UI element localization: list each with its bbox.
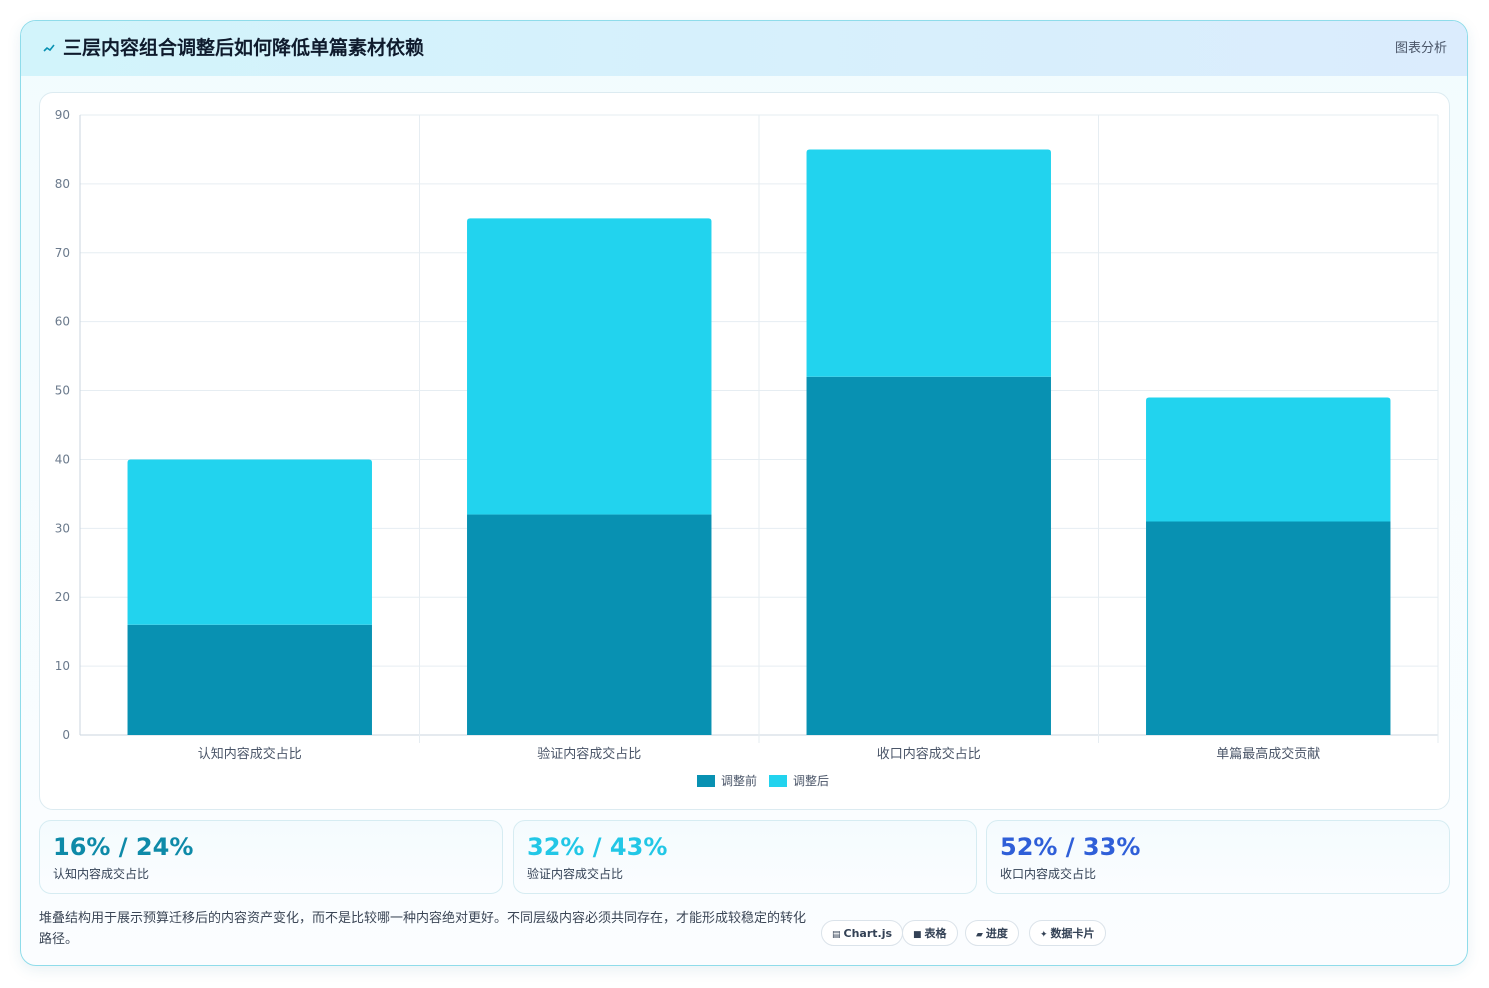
- pill-progress[interactable]: ▰ 进度: [965, 920, 1019, 946]
- legend: 调整前 调整后: [697, 773, 829, 788]
- y-tick-label: 20: [55, 590, 70, 604]
- bar-segment[interactable]: [467, 218, 712, 515]
- axes: 0 10 20 30 40 50 60 70 80 90 认知内容成交占比 验证内容成交占比 收口内容成…: [55, 108, 1321, 762]
- x-tick-label: 收口内容成交占比: [877, 746, 981, 762]
- stat-value: 16% / 24%: [53, 833, 194, 861]
- bar-segment[interactable]: [127, 624, 372, 735]
- bar-segment[interactable]: [1146, 521, 1391, 735]
- y-tick-label: 50: [55, 384, 70, 398]
- stat-value: 32% / 43%: [527, 833, 668, 861]
- pill-data-card[interactable]: ✦ 数据卡片: [1029, 920, 1106, 946]
- progress-icon: ▰: [976, 930, 983, 940]
- card-header: 三层内容组合调整后如何降低单篇素材依赖 图表分析: [21, 21, 1467, 76]
- y-tick-label: 90: [55, 108, 70, 122]
- header-tag: 图表分析: [1394, 41, 1447, 56]
- bars: [127, 149, 1391, 735]
- footnote: 堆叠结构用于展示预算迁移后的内容资产变化，而不是比较哪一种内容绝对更好。不同层级…: [39, 911, 807, 947]
- y-tick-label: 30: [55, 521, 70, 535]
- y-tick-label: 10: [55, 659, 70, 673]
- x-tick-label: 认知内容成交占比: [198, 746, 302, 762]
- pill-table[interactable]: ■ 表格: [902, 920, 958, 946]
- bar-segment[interactable]: [806, 376, 1051, 735]
- x-tick-label: 单篇最高成交贡献: [1216, 746, 1320, 762]
- page-title: 三层内容组合调整后如何降低单篇素材依赖: [63, 37, 425, 59]
- stat-card-closing: 52% / 33% 收口内容成交占比: [986, 820, 1450, 894]
- stat-card-awareness: 16% / 24% 认知内容成交占比: [39, 820, 503, 894]
- y-tick-label: 70: [55, 246, 70, 260]
- y-tick-label: 0: [62, 728, 70, 742]
- legend-label[interactable]: 调整前: [721, 773, 757, 788]
- stat-value: 52% / 33%: [1000, 833, 1141, 861]
- legend-swatch[interactable]: [697, 775, 715, 787]
- stat-card-validation: 32% / 43% 验证内容成交占比: [513, 820, 977, 894]
- stat-label: 验证内容成交占比: [527, 867, 624, 881]
- chart-panel: 0 10 20 30 40 50 60 70 80 90 认知内容成交占比 验证内容成交占比 收口内容成…: [39, 92, 1450, 810]
- bar-segment[interactable]: [1146, 397, 1391, 522]
- bar-segment[interactable]: [127, 459, 372, 625]
- sparkle-icon: ✦: [1040, 930, 1048, 940]
- table-icon: ▤: [832, 930, 841, 940]
- x-tick-label: 验证内容成交占比: [537, 746, 641, 762]
- stacked-bar-chart: 0 10 20 30 40 50 60 70 80 90 认知内容成交占比 验证内容成交占比 收口内容成…: [55, 108, 1439, 788]
- bar-segment[interactable]: [806, 149, 1051, 377]
- y-tick-label: 60: [55, 315, 70, 329]
- pill-chartjs[interactable]: ▤ Chart.js: [821, 920, 904, 946]
- stat-label: 收口内容成交占比: [1000, 867, 1097, 881]
- trend-icon: [43, 44, 55, 52]
- legend-swatch[interactable]: [769, 775, 787, 787]
- chart-card: 三层内容组合调整后如何降低单篇素材依赖 图表分析 0 10 20 30 40 50 60 70…: [20, 20, 1468, 966]
- y-tick-label: 40: [55, 452, 70, 466]
- bar-segment[interactable]: [467, 514, 712, 735]
- grid-icon: ■: [913, 930, 922, 940]
- y-tick-label: 80: [55, 177, 70, 191]
- stat-label: 认知内容成交占比: [53, 867, 150, 881]
- legend-label[interactable]: 调整后: [793, 773, 829, 788]
